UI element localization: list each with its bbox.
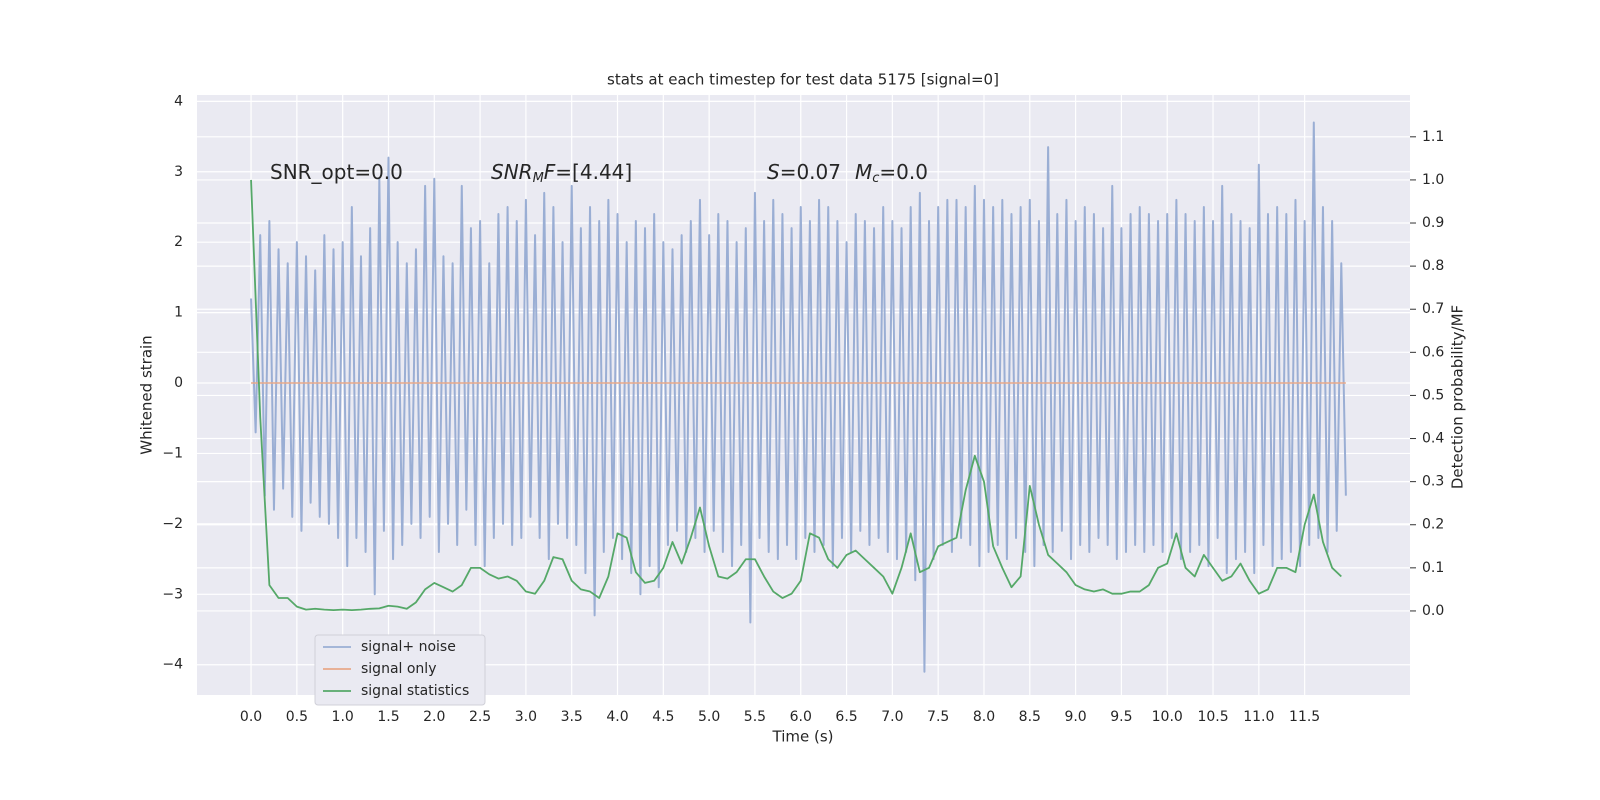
series-line [250, 179, 1342, 611]
y2-tick-label: 1.1 [1422, 129, 1444, 145]
x-tick-label: 5.0 [698, 709, 720, 725]
x-tick-label: 0.0 [240, 709, 262, 725]
x-tick-label: 2.5 [469, 709, 491, 725]
y2-tick-label: 0.8 [1422, 258, 1444, 274]
y-tick-label: −2 [162, 516, 183, 532]
legend-frame [314, 634, 486, 706]
y2-axis-label: Detection probability/MF [1449, 305, 1467, 489]
legend-label: signal statistics [361, 683, 469, 699]
annotation-part: c [872, 171, 879, 186]
x-tick-label: 9.0 [1064, 709, 1086, 725]
y-tick-label: 1 [174, 305, 183, 321]
annotation-part: =0.0 [879, 160, 928, 184]
x-tick-label: 1.5 [377, 709, 399, 725]
x-tick-label: 6.5 [835, 709, 857, 725]
x-tick-label: 0.5 [286, 709, 308, 725]
annotation-part: S [767, 160, 780, 184]
x-tick-label: 7.0 [881, 709, 903, 725]
annotation-part: M [533, 171, 544, 186]
x-tick-label: 4.0 [606, 709, 628, 725]
x-tick-label: 3.5 [561, 709, 583, 725]
x-tick-label: 5.5 [744, 709, 766, 725]
x-tick-label: 9.5 [1110, 709, 1132, 725]
y-tick-label: 4 [174, 93, 183, 109]
y-tick-label: 3 [174, 164, 183, 180]
annotation: S=0.07 Mc=0.0 [767, 160, 928, 186]
y-tick-label: −1 [162, 445, 183, 461]
x-tick-label: 10.5 [1197, 709, 1228, 725]
y2-tick-label: 0.9 [1422, 215, 1444, 231]
legend-label: signal only [361, 661, 436, 677]
y-tick-label: 0 [174, 375, 183, 391]
x-tick-label: 8.5 [1019, 709, 1041, 725]
legend: signal+ noise signal only signal statistic… [314, 634, 486, 706]
y2-tick-label: 0.2 [1422, 517, 1444, 533]
x-tick-label: 2.0 [423, 709, 445, 725]
y-tick-label: −3 [162, 586, 183, 602]
y-axis-label: Whitened strain [138, 335, 156, 454]
annotation-part: SNR [491, 160, 533, 184]
y2-tick-label: 1.0 [1422, 172, 1444, 188]
y2-tick-label: 0.4 [1422, 431, 1444, 447]
annotation: SNR_opt=0.0 [270, 160, 403, 184]
y2-tick-label: 0.3 [1422, 474, 1444, 490]
y-tick-label: 2 [174, 234, 183, 250]
legend-label: signal+ noise [361, 639, 456, 655]
y2-tick-label: 0.0 [1422, 603, 1444, 619]
chart-title: stats at each timestep for test data 517… [607, 71, 999, 89]
annotation: SNRMF=[4.44] [491, 160, 632, 186]
x-axis-label: Time (s) [772, 728, 834, 746]
x-tick-label: 11.0 [1243, 709, 1274, 725]
y2-tick-label: 0.1 [1422, 560, 1444, 576]
annotation-part: F [544, 160, 556, 184]
annotation-part: M [855, 160, 872, 184]
annotation-part: =0.07 [780, 160, 841, 184]
x-tick-label: 8.0 [973, 709, 995, 725]
x-tick-label: 10.0 [1152, 709, 1183, 725]
y-tick-label: −4 [162, 657, 183, 673]
x-tick-label: 7.5 [927, 709, 949, 725]
x-tick-label: 11.5 [1289, 709, 1320, 725]
annotation-part: SNR_opt=0.0 [270, 160, 403, 184]
y2-tick-label: 0.7 [1422, 301, 1444, 317]
x-tick-label: 4.5 [652, 709, 674, 725]
annotation-part: =[4.44] [555, 160, 632, 184]
y2-tick-label: 0.5 [1422, 387, 1444, 403]
y2-tick-label: 0.6 [1422, 344, 1444, 360]
x-tick-label: 6.0 [790, 709, 812, 725]
x-tick-label: 1.0 [332, 709, 354, 725]
x-tick-label: 3.0 [515, 709, 537, 725]
